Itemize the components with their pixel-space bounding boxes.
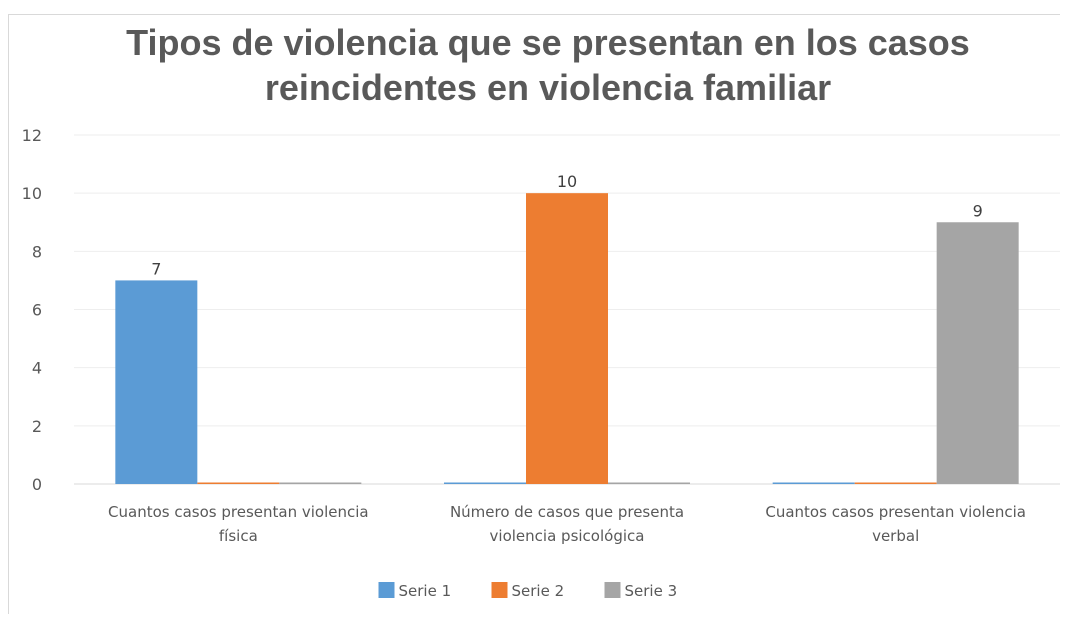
legend-swatch [378, 582, 395, 598]
legend-label: Serie 3 [625, 582, 678, 600]
y-tick-label: 2 [32, 417, 42, 436]
bar [608, 482, 690, 484]
category-label: Cuantos casos presentan violencia [108, 503, 369, 521]
category-label: física [219, 527, 258, 545]
bar [279, 482, 362, 484]
legend-label: Serie 2 [512, 582, 565, 600]
legend-swatch [491, 582, 508, 598]
y-tick-label: 4 [32, 359, 42, 378]
y-tick-label: 0 [32, 475, 42, 494]
legend: Serie 1 Serie 2 Serie 3 [378, 582, 678, 600]
bar [526, 193, 608, 484]
y-tick-label: 12 [22, 126, 42, 145]
data-label: 7 [151, 259, 161, 278]
y-tick-label: 10 [22, 184, 42, 203]
y-tick-label: 8 [32, 242, 42, 261]
bar [115, 280, 198, 484]
legend-swatch [604, 582, 621, 598]
legend-label: Serie 1 [399, 582, 452, 600]
chart-title-line-1: Tipos de violencia que se presentan en l… [126, 22, 970, 63]
category-label: verbal [872, 527, 919, 545]
bar [197, 482, 280, 484]
x-axis: Cuantos casos presentan violencia física N… [108, 503, 1026, 545]
bar [936, 222, 1019, 484]
bars: 7 10 9 [115, 172, 1019, 484]
category-label: Número de casos que presenta [450, 503, 684, 521]
bar [772, 482, 855, 484]
bar [444, 482, 526, 484]
y-tick-label: 6 [32, 301, 42, 320]
bar [854, 482, 937, 484]
category-label: Cuantos casos presentan violencia [765, 503, 1026, 521]
category-label: violencia psicológica [490, 527, 645, 545]
data-label: 10 [557, 172, 577, 191]
y-axis: 0 2 4 6 8 10 12 [22, 126, 42, 494]
chart-frame [8, 14, 1060, 614]
data-label: 9 [973, 201, 983, 220]
chart-title-line-2: reincidentes en violencia familiar [265, 67, 831, 108]
